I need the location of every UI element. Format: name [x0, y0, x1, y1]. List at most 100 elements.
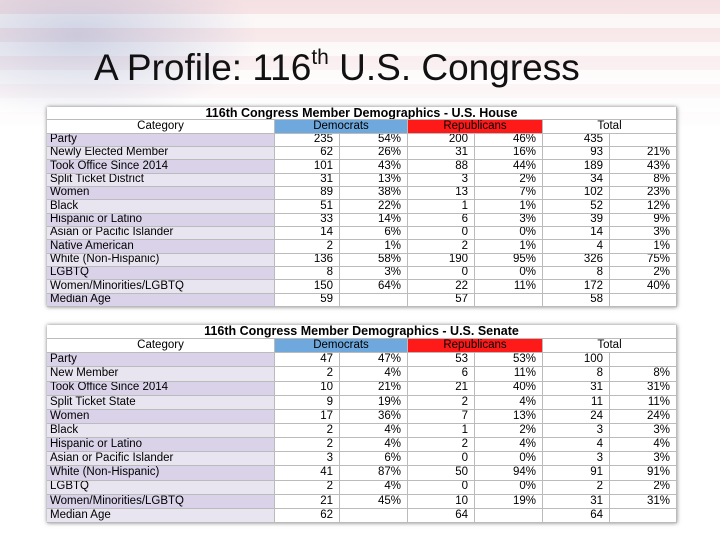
table-cell: 2 [408, 240, 475, 254]
row-category: Split Ticket State [47, 395, 275, 410]
table-cell: 38% [340, 186, 408, 201]
row-category: Hispanic or Latino [47, 213, 275, 227]
table-cell: 13% [475, 409, 543, 424]
row-category: New Member [47, 367, 275, 382]
title-superscript: th [311, 46, 329, 69]
table-cell: 4% [340, 480, 408, 495]
table-cell: 4% [475, 438, 543, 453]
table-cell: 64% [340, 280, 408, 294]
table-cell: 1% [475, 240, 543, 254]
row-category: Split Ticket District [47, 173, 275, 187]
table-cell: 6% [340, 452, 408, 467]
table-cell: 3% [340, 266, 408, 281]
table-heading: 116th Congress Member Demographics - U.S… [47, 107, 677, 121]
row-category: Party [47, 353, 275, 368]
row-category: Median Age [47, 508, 275, 523]
table-cell: 89 [275, 186, 340, 201]
column-header: Category [47, 120, 275, 134]
table-cell: 2% [610, 266, 677, 281]
table-cell: 8 [543, 266, 610, 281]
table-cell: 16% [475, 146, 543, 161]
table-cell: 4 [543, 438, 610, 453]
table-cell: 41 [275, 466, 340, 481]
table-cell: 102 [543, 186, 610, 201]
title-text: A Profile: 116 [94, 47, 312, 88]
table-cell: 2% [610, 480, 677, 495]
senate-table: 116th Congress Member Demographics - U.S… [47, 325, 677, 523]
table-cell: 172 [543, 280, 610, 294]
table-cell: 59 [275, 293, 340, 307]
table-cell: 9% [610, 213, 677, 227]
table-cell: 0% [475, 266, 543, 281]
table-cell: 75% [610, 253, 677, 267]
table-cell: 64 [408, 508, 475, 523]
table-cell: 46% [475, 133, 543, 147]
table-cell: 23% [610, 186, 677, 201]
table-cell [340, 508, 408, 523]
table-cell: 189 [543, 160, 610, 174]
column-header: Total [543, 339, 677, 354]
table-cell: 43% [610, 160, 677, 174]
table-cell: 44% [475, 160, 543, 174]
table-cell: 100 [543, 353, 610, 368]
row-category: Women/Minorities/LGBTQ [47, 494, 275, 509]
table-cell: 3% [610, 424, 677, 439]
table-cell: 8 [543, 367, 610, 382]
table-cell: 11% [610, 395, 677, 410]
table-cell: 0 [408, 266, 475, 281]
table-cell: 58 [543, 293, 610, 307]
table-cell: 2% [475, 424, 543, 439]
table-cell: 14 [275, 226, 340, 241]
row-category: Women [47, 186, 275, 201]
table-cell: 31% [610, 381, 677, 396]
table-cell: 3% [610, 226, 677, 241]
table-cell: 64 [543, 508, 610, 523]
table-cell: 0 [408, 480, 475, 495]
table-cell: 1% [340, 240, 408, 254]
table-cell: 31% [610, 494, 677, 509]
row-category: Black [47, 200, 275, 214]
row-category: Women [47, 409, 275, 424]
table-cell: 2 [275, 240, 340, 254]
column-header: Democrats [275, 120, 408, 134]
table-cell: 36% [340, 409, 408, 424]
table-cell: 51 [275, 200, 340, 214]
table-cell: 1% [475, 200, 543, 214]
table-cell: 2 [275, 438, 340, 453]
table-cell: 3 [275, 452, 340, 467]
column-header: Total [543, 120, 677, 134]
table-cell: 47 [275, 353, 340, 368]
table-cell: 11% [475, 280, 543, 294]
row-category: LGBTQ [47, 266, 275, 281]
table-cell [475, 508, 543, 523]
row-category: Hispanic or Latino [47, 438, 275, 453]
table-cell: 50 [408, 466, 475, 481]
table-cell [340, 293, 408, 307]
column-header: Category [47, 339, 275, 354]
table-cell: 31 [543, 494, 610, 509]
table-cell: 4 [543, 240, 610, 254]
table-cell: 40% [610, 280, 677, 294]
table-cell: 62 [275, 508, 340, 523]
table-cell: 10 [408, 494, 475, 509]
table-cell: 19% [475, 494, 543, 509]
table-cell: 11 [543, 395, 610, 410]
column-header: Republicans [408, 339, 543, 354]
table-cell: 3% [610, 452, 677, 467]
table-cell: 1% [610, 240, 677, 254]
table-cell: 12% [610, 200, 677, 214]
table-cell: 8% [610, 173, 677, 187]
row-category: Asian or Pacific Islander [47, 452, 275, 467]
table-cell: 24 [543, 409, 610, 424]
table-cell: 62 [275, 146, 340, 161]
table-cell: 95% [475, 253, 543, 267]
table-cell: 21 [275, 494, 340, 509]
row-category: Party [47, 133, 275, 147]
table-cell: 31 [543, 381, 610, 396]
table-cell [610, 508, 677, 523]
table-cell: 4% [340, 367, 408, 382]
table-cell: 8% [610, 367, 677, 382]
table-cell: 8 [275, 266, 340, 281]
table-cell: 2% [475, 173, 543, 187]
row-category: Native American [47, 240, 275, 254]
